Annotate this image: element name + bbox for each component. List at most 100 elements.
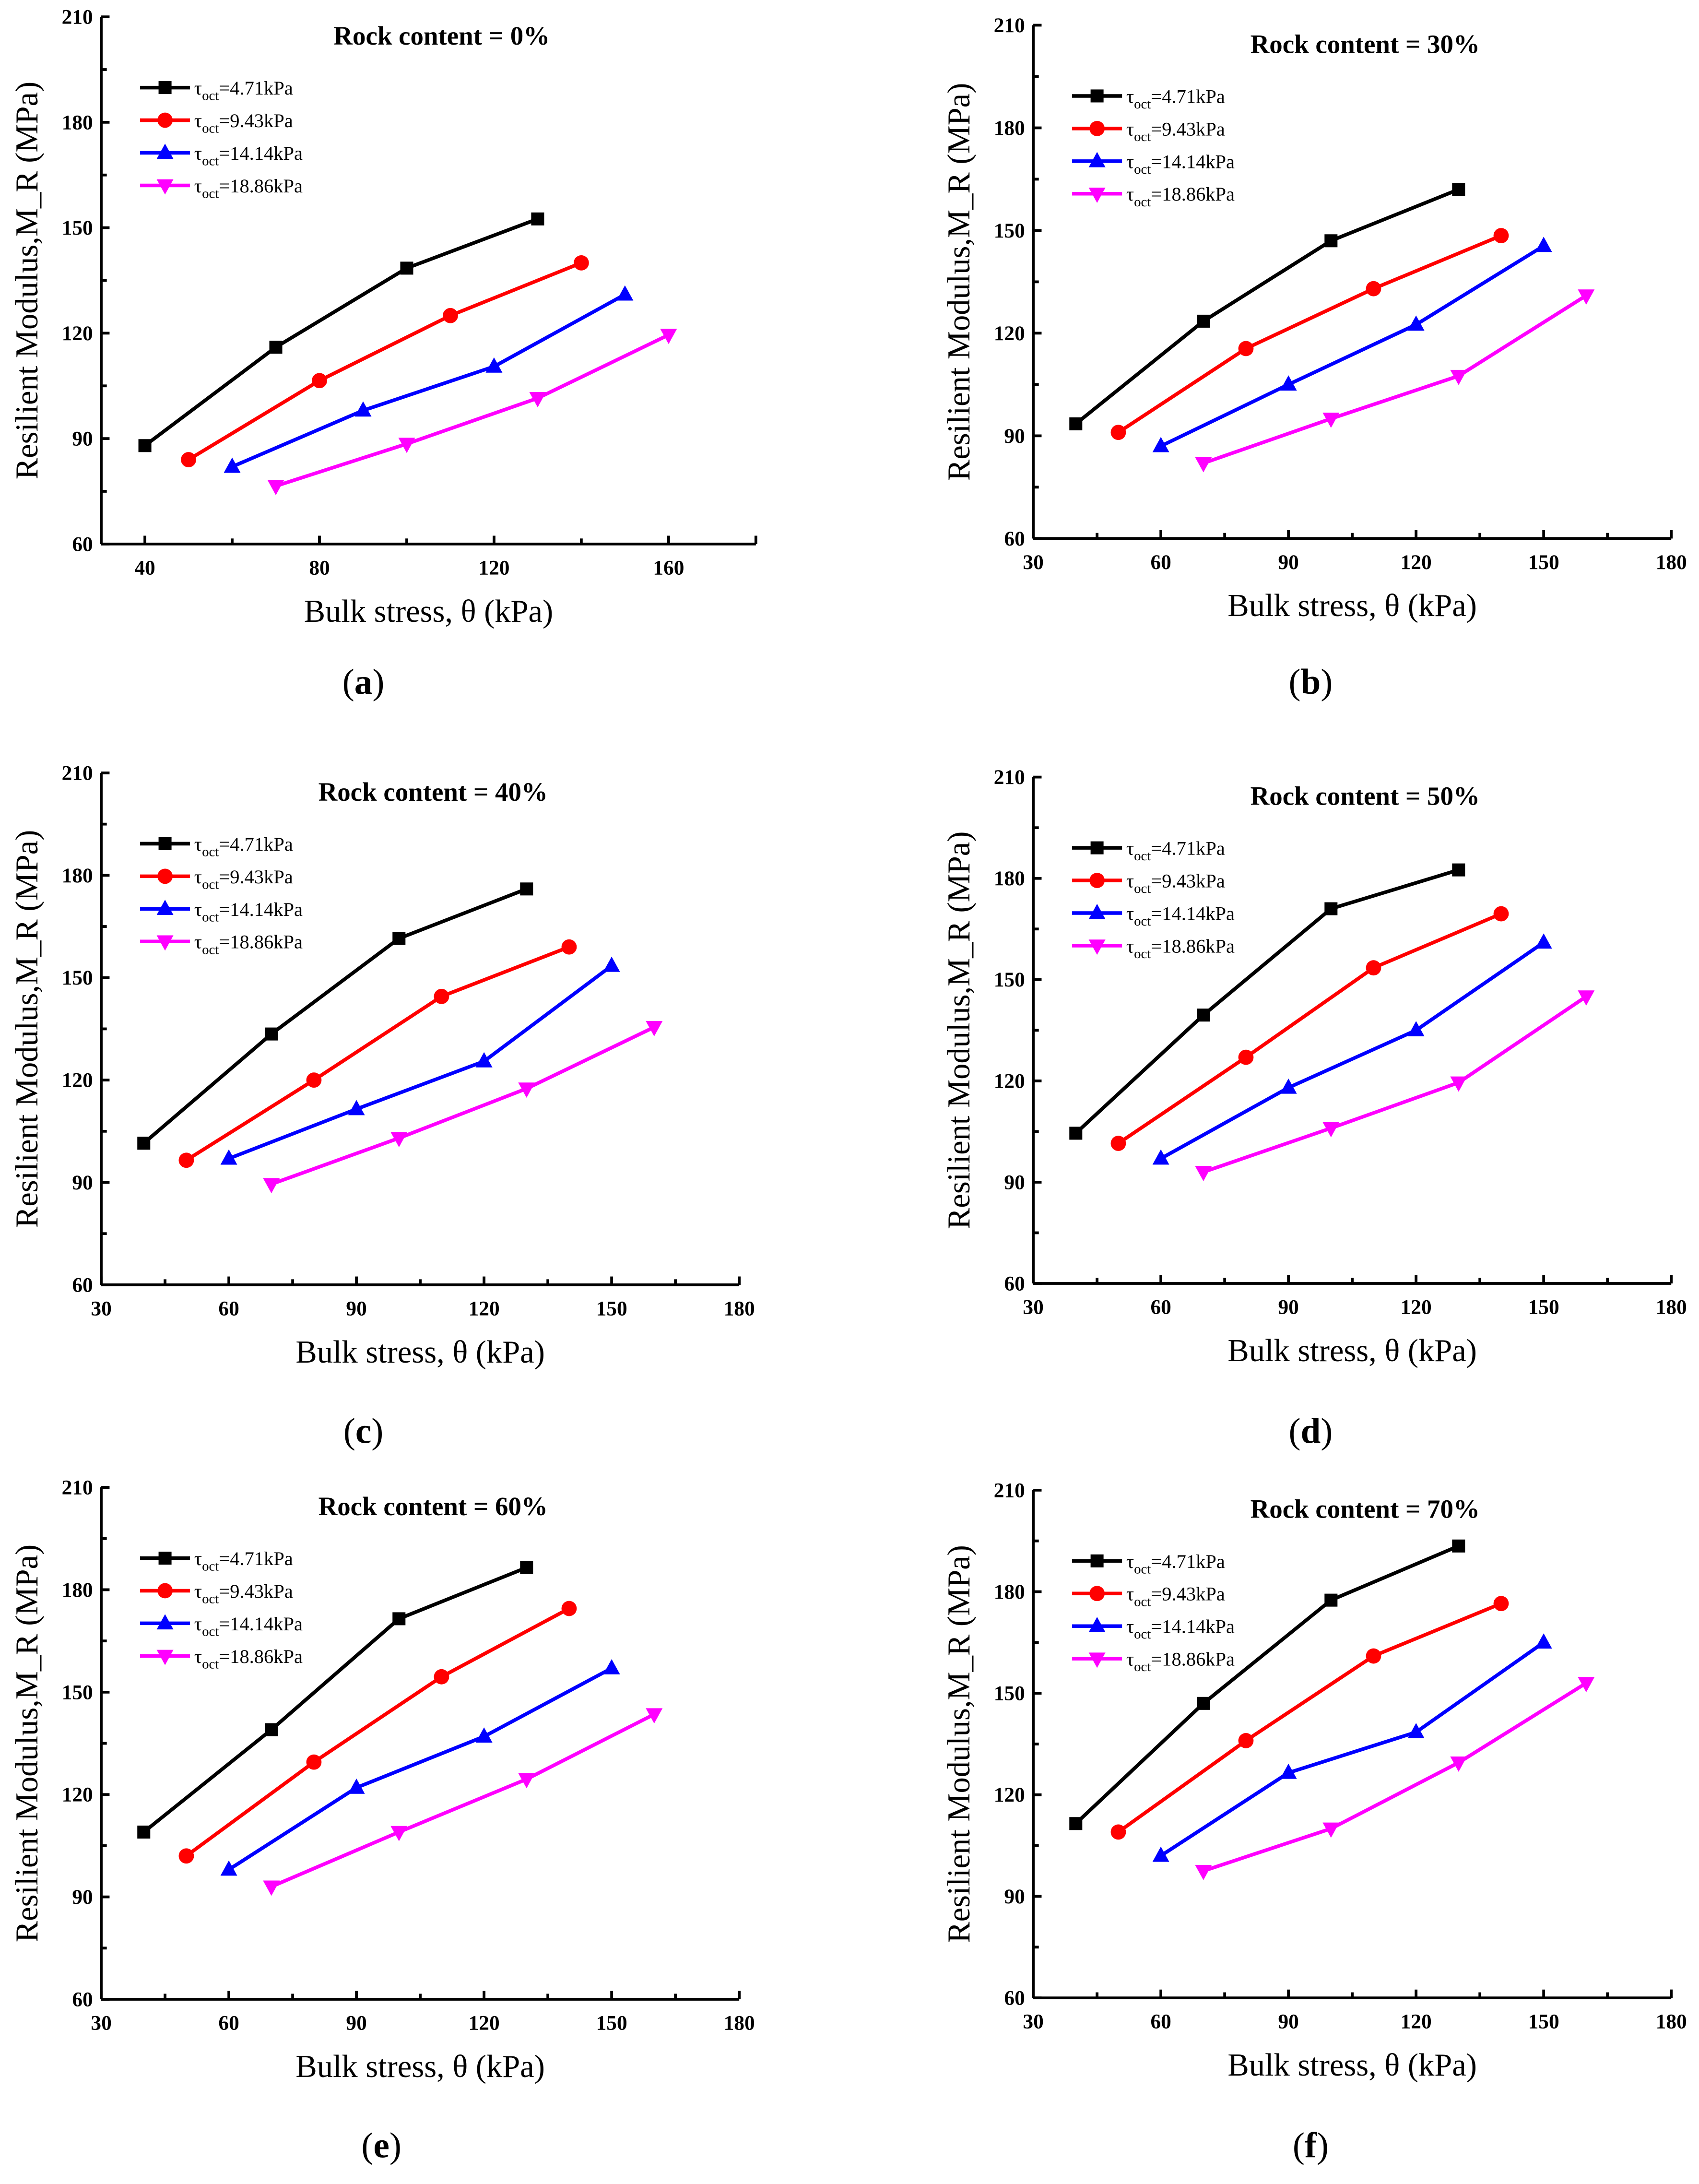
data-point (1110, 425, 1126, 440)
data-point (1366, 960, 1381, 976)
legend-subscript: oct (202, 909, 219, 925)
legend-label: τoct=18.86kPa (194, 1646, 303, 1672)
x-tick-label: 30 (1023, 1296, 1043, 1319)
data-point (1280, 1763, 1297, 1779)
y-tick-label: 210 (994, 14, 1025, 37)
y-tick-label: 150 (62, 216, 93, 239)
x-tick-label: 120 (478, 556, 509, 579)
legend-subscript: oct (1134, 1594, 1151, 1609)
legend-tau: τ (1126, 1551, 1134, 1572)
data-point (660, 329, 677, 344)
legend-subscript: oct (1134, 1659, 1151, 1674)
legend-subscript: oct (202, 942, 219, 957)
x-tick-label: 30 (1023, 2010, 1043, 2033)
data-point (178, 1848, 194, 1864)
x-axis-label: Bulk stress, θ (kPa) (1227, 588, 1477, 623)
legend-tau: τ (1126, 1583, 1134, 1605)
y-tick-label: 180 (994, 117, 1025, 140)
legend-marker (156, 143, 174, 159)
legend-value: =14.14kPa (1151, 151, 1235, 172)
legend-item: τoct=14.14kPa (1072, 1616, 1235, 1642)
legend-value: =18.86kPa (1151, 935, 1235, 957)
x-tick-label: 120 (1401, 551, 1432, 574)
x-tick-label: 180 (1656, 551, 1687, 574)
series-3 (1152, 237, 1552, 452)
legend-item: τoct=18.86kPa (140, 175, 303, 201)
legend-tau: τ (194, 110, 202, 131)
legend-value: =14.14kPa (1151, 1616, 1235, 1638)
legend-value: =14.14kPa (219, 1613, 303, 1635)
legend-item: τoct=9.43kPa (140, 866, 293, 892)
legend-label: τoct=4.71kPa (1126, 85, 1225, 112)
data-point (1152, 1149, 1169, 1165)
chart-panel-a: 60 90 120 150 180 210 40 80 120 160 Rock content =… (10, 6, 757, 702)
data-point (1195, 1864, 1212, 1880)
legend-marker (158, 837, 172, 850)
y-tick-label: 180 (62, 111, 93, 134)
legend-value: =4.71kPa (219, 77, 293, 99)
legend-marker (1090, 841, 1104, 855)
data-point (267, 480, 284, 496)
legend-tau: τ (1126, 118, 1134, 140)
data-point (1450, 1757, 1467, 1772)
legend-value: =4.71kPa (1151, 1551, 1225, 1572)
legend-label: τoct=9.43kPa (194, 866, 293, 892)
data-point (616, 285, 634, 301)
legend-item: τoct=4.71kPa (1072, 838, 1225, 864)
x-tick-label: 60 (1150, 2010, 1171, 2033)
data-point (1578, 1677, 1595, 1693)
legend-subscript: oct (202, 1656, 219, 1672)
chart-title: Rock content = 70% (1251, 1495, 1480, 1524)
legend-subscript: oct (202, 121, 219, 136)
y-tick-label: 60 (1004, 1987, 1025, 2010)
series-line (1203, 1681, 1587, 1873)
series-line (231, 293, 626, 469)
series-line (185, 945, 570, 1162)
y-axis-label: Resilient Modulus,M_R (MPa) (942, 1545, 977, 1943)
data-point (520, 882, 533, 896)
caption-open: ( (1288, 662, 1300, 702)
legend-item: τoct=14.14kPa (140, 142, 303, 169)
caption-letter: f (1305, 2126, 1317, 2166)
legend-subscript: oct (202, 154, 219, 169)
legend-marker (1088, 1617, 1106, 1632)
legend-tau: τ (194, 142, 202, 164)
chart-title: Rock content = 0% (333, 21, 550, 50)
x-tick-label: 40 (134, 556, 155, 579)
series-1 (1069, 183, 1465, 430)
x-tick-label: 90 (346, 2012, 366, 2035)
legend-item: τoct=14.14kPa (140, 899, 303, 925)
data-point (400, 261, 413, 275)
series-3 (1152, 1633, 1552, 1862)
series-line (271, 1712, 655, 1888)
legend-tau: τ (194, 899, 202, 920)
series-line (1203, 995, 1587, 1174)
data-point (1324, 234, 1338, 248)
data-point (475, 1727, 493, 1743)
series-3 (220, 956, 620, 1165)
legend-item: τoct=4.71kPa (140, 77, 293, 104)
legend-tau: τ (194, 1613, 202, 1635)
legend-marker (1089, 121, 1105, 136)
data-point (181, 452, 196, 467)
x-tick-label: 150 (1528, 2010, 1559, 2033)
legend-item: τoct=9.43kPa (1072, 1583, 1225, 1609)
x-tick-label: 30 (1023, 551, 1043, 574)
data-point (1322, 412, 1340, 428)
panel-caption: (c) (343, 1412, 383, 1451)
legend-item: τoct=18.86kPa (1072, 935, 1235, 961)
legend-marker (156, 900, 174, 915)
legend-tau: τ (1126, 838, 1134, 859)
data-point (1238, 1733, 1254, 1748)
y-tick-label: 60 (72, 533, 93, 556)
x-tick-label: 150 (596, 1297, 627, 1320)
legend-subscript: oct (1134, 914, 1151, 929)
data-point (1450, 369, 1467, 385)
series-1 (1069, 863, 1465, 1140)
y-tick-label: 90 (72, 1171, 93, 1194)
legend-item: τoct=9.43kPa (140, 1580, 293, 1606)
data-point (1069, 417, 1083, 430)
chart-title: Rock content = 50% (1251, 781, 1480, 810)
legend-value: =18.86kPa (1151, 1649, 1235, 1670)
